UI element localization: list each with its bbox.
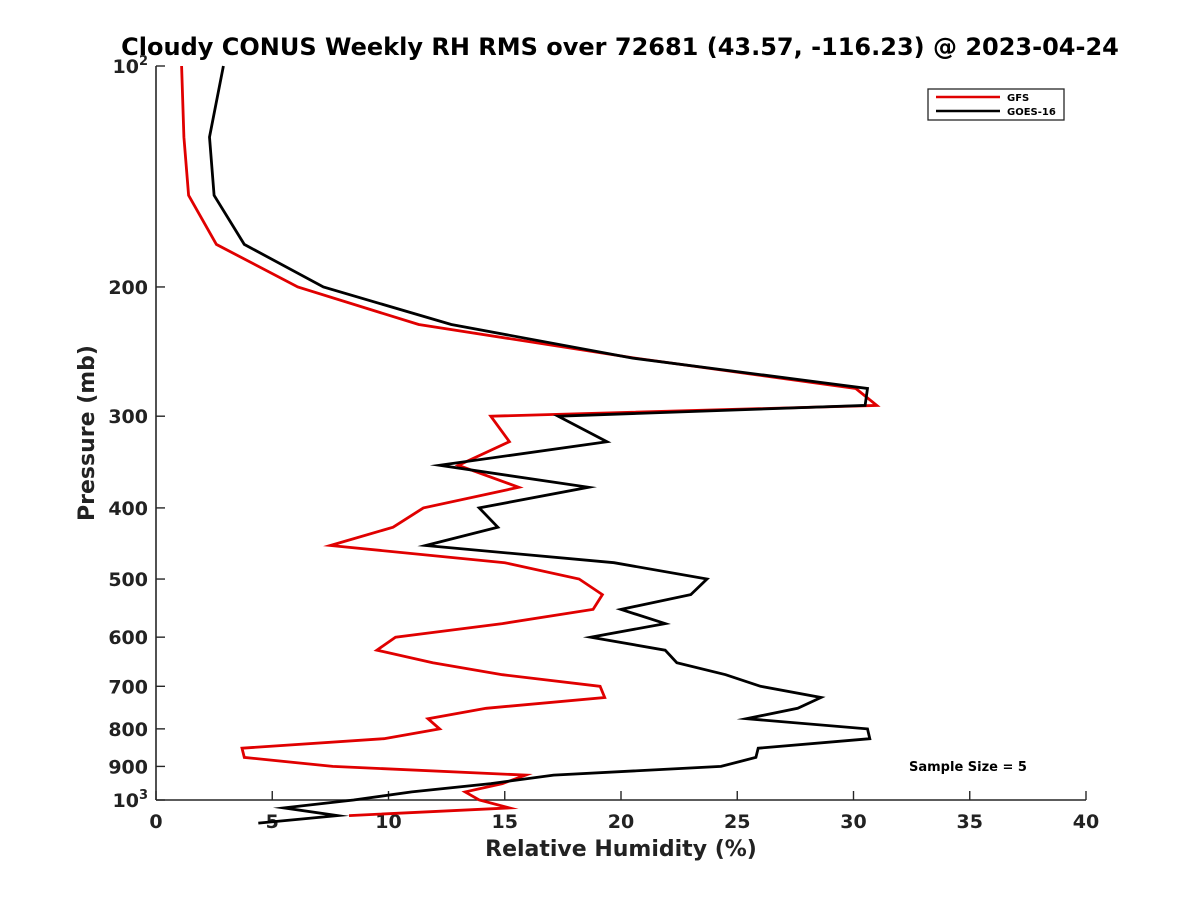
y-tick-label: 700 [108,676,148,698]
y-tick-label: 600 [108,627,148,649]
x-tick-label: 10 [375,811,401,833]
plot-area: 0 5 10 15 20 25 30 35 40 10220030040050060070080… [108,54,1099,833]
x-tick-label: 35 [957,811,983,833]
x-axis-ticks: 0 5 10 15 20 25 30 35 40 [149,791,1099,833]
y-tick-label: 300 [108,406,148,428]
x-tick-label: 15 [492,811,518,833]
legend-box [927,88,1065,121]
y-tick-label: 800 [108,719,148,741]
series-layer [180,65,881,825]
y-tick-label: 200 [108,277,148,299]
y-tick-label: 102 [113,54,149,78]
y-tick-label: 103 [113,788,149,812]
x-axis-label: Relative Humidity (%) [485,837,757,862]
y-tick-label: 500 [108,569,148,591]
x-tick-label: 30 [840,811,866,833]
y-tick-label: 900 [108,756,148,778]
y-axis-label: Pressure (mb) [75,345,100,521]
x-tick-label: 20 [608,811,634,833]
y-tick-label: 400 [108,498,148,520]
x-tick-label: 40 [1073,811,1099,833]
series-line-goes16 [208,65,872,825]
y-axis-ticks: 102 200 300 400 500 600 700 800 900 103 [108,54,165,812]
legend: GFS GOES-16 [927,88,1065,121]
x-tick-label: 25 [724,811,750,833]
legend-label-goes16: GOES-16 [1007,107,1056,118]
chart-title: Cloudy CONUS Weekly RH RMS over 72681 (4… [121,33,1119,61]
sample-size-annotation: Sample Size = 5 [909,760,1027,775]
legend-label-gfs: GFS [1007,93,1029,104]
x-tick-label: 0 [149,811,162,833]
